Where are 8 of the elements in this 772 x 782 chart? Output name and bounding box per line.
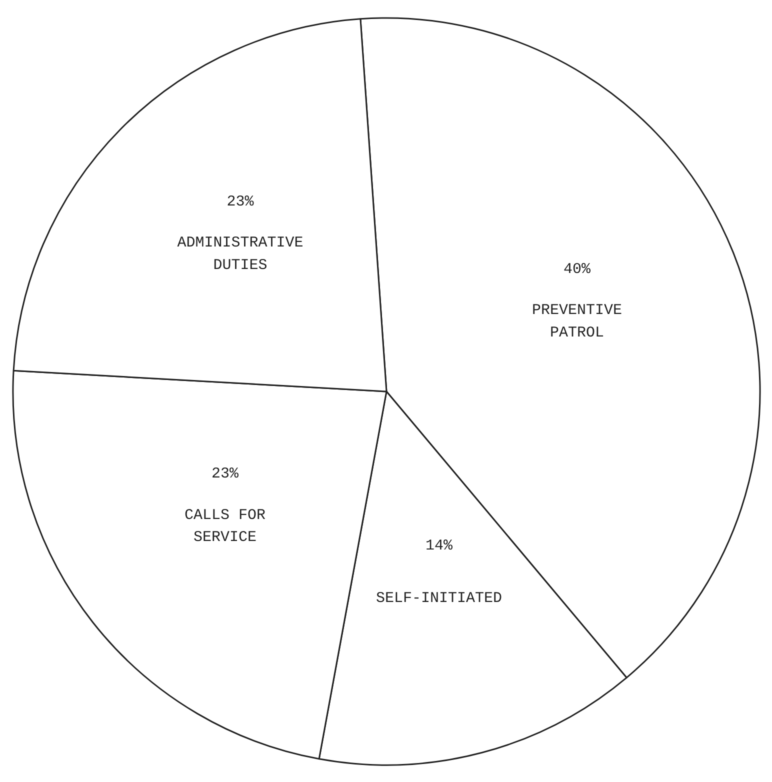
data-label: 40% bbox=[563, 260, 592, 278]
data-label: 23% bbox=[226, 193, 255, 210]
slice-label: ADMINISTRATIVE DUTIES bbox=[177, 234, 304, 274]
slice-label: PREVENTIVE PATROL bbox=[532, 302, 622, 342]
data-label: 23% bbox=[212, 465, 240, 482]
slice-label: SELF-INITIATED bbox=[376, 590, 502, 607]
slice-label: CALLS FOR SERVICE bbox=[184, 506, 266, 546]
data-label: 14% bbox=[425, 537, 454, 554]
